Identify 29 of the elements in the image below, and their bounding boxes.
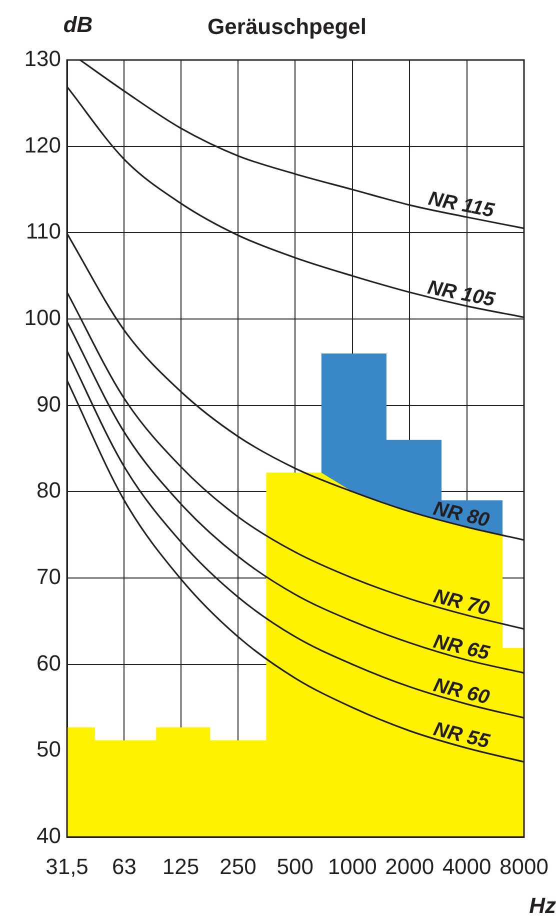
text: NR 70: [431, 585, 492, 620]
y-tick-label: 60: [36, 650, 61, 676]
y-tick-label: 120: [24, 132, 61, 158]
y-tick-label: 100: [24, 305, 61, 330]
text: NR 115: [426, 188, 497, 222]
y-tick-label: 110: [26, 218, 61, 244]
chart-title: Geräuschpegel: [208, 14, 366, 39]
y-tick-label: 80: [36, 478, 61, 503]
x-tick-label: 8000: [500, 854, 548, 879]
y-tick-label: 130: [24, 46, 61, 72]
x-tick-label: 63: [112, 854, 136, 879]
y-tick-label: 40: [36, 823, 61, 848]
x-tick-label: 125: [162, 854, 200, 879]
x-axis-title: Hz: [529, 893, 556, 918]
text: NR 60: [431, 674, 492, 709]
x-tick-label: 2000: [385, 854, 434, 879]
x-tick-label: 4000: [442, 854, 492, 879]
text: NR 55: [431, 718, 492, 754]
x-tick-label: 500: [276, 854, 314, 879]
y-tick-label: 70: [36, 564, 61, 590]
y-tick-label: 90: [36, 391, 61, 416]
text: NR 105: [426, 276, 498, 312]
x-tick-label: 250: [220, 854, 256, 879]
y-tick-label: 50: [36, 736, 61, 762]
x-tick-label: 31,5: [46, 854, 88, 879]
y-axis-title: dB: [63, 12, 93, 37]
text: NR 65: [431, 630, 492, 665]
x-tick-label: 1000: [328, 854, 377, 879]
text: NR 80: [431, 498, 492, 532]
